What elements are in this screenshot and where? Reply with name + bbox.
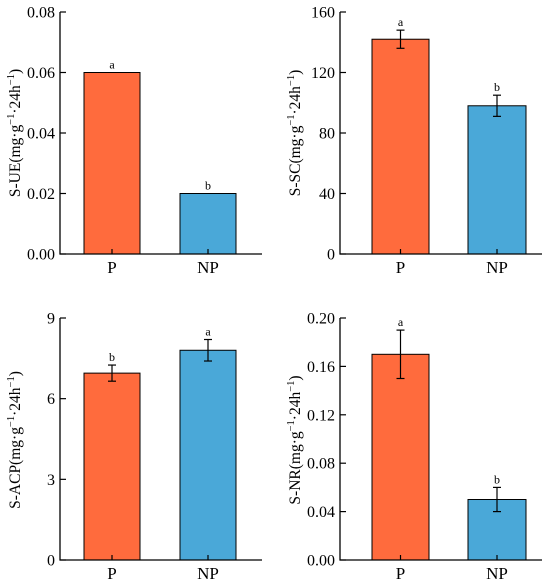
y-tick-label: 0 [47, 553, 55, 570]
x-tick-label: P [107, 564, 116, 583]
error-bar-np [204, 338, 212, 362]
y-tick-label: 0.16 [307, 359, 335, 376]
y-tick-label: 0.20 [307, 311, 335, 328]
x-tick-label: P [396, 564, 405, 583]
error-bar-p [396, 29, 405, 49]
x-tick-label: NP [486, 564, 508, 583]
significance-letter: a [398, 15, 404, 29]
x-tick-label: NP [197, 258, 219, 277]
y-tick-label: 0 [327, 247, 335, 264]
y-tick-label: 0.08 [307, 456, 335, 473]
error-bar-np [493, 94, 501, 117]
error-bar-p [108, 364, 116, 382]
y-tick-label: 0.02 [27, 186, 55, 203]
bar-p [371, 353, 430, 561]
x-tick-label: NP [197, 564, 219, 583]
y-tick-label: 160 [311, 5, 335, 22]
chart-panel-3: b a 0 3 6 9 P NP S-ACP(mg·g−1·24h−1) [6, 311, 262, 583]
y-tick-label: 0.08 [27, 5, 55, 22]
significance-letter: a [398, 315, 404, 329]
y-tick-label: 0.12 [307, 407, 335, 424]
y-axis-label: S-SC(mg·g−1·24h−1) [286, 70, 304, 197]
x-tick-label: NP [486, 258, 508, 277]
y-tick-label: 0.04 [27, 126, 55, 143]
y-tick-label: 0.00 [307, 553, 335, 570]
y-axis-label: S-UE(mg·g−1·24h−1) [6, 69, 24, 197]
chart-panel-1: a b 0.00 0.02 0.04 0.06 0.08 P NP S-UE(mg·g−1·24h… [6, 5, 262, 277]
bar-np [467, 105, 527, 255]
bar-np [179, 349, 237, 561]
bar-np [179, 193, 237, 255]
y-tick-label: 80 [319, 126, 335, 143]
significance-letter: a [205, 325, 211, 339]
significance-letter: b [494, 472, 500, 486]
x-tick-label: P [396, 258, 405, 277]
significance-letter: b [205, 179, 211, 193]
y-tick-label: 0.00 [27, 247, 55, 264]
y-axis-label: S-NR(mg·g−1·24h−1) [286, 375, 304, 504]
significance-letter: a [109, 58, 115, 72]
y-tick-label: 0.04 [307, 504, 335, 521]
x-tick-label: P [107, 258, 116, 277]
chart-panel-2: a b 0 40 80 120 160 P NP S-SC(mg·g−1·24h−1) [286, 5, 542, 277]
y-tick-label: 9 [47, 311, 55, 328]
error-bar-p [396, 329, 405, 380]
significance-letter: b [494, 80, 500, 94]
y-tick-label: 120 [311, 65, 335, 82]
y-tick-label: 0.06 [27, 65, 55, 82]
error-bar-np [493, 486, 501, 513]
y-axis-label: S-ACP(mg·g−1·24h−1) [6, 371, 24, 509]
bar-p [83, 72, 141, 255]
significance-letter: b [109, 350, 115, 364]
chart-panel-4: a b 0.00 0.04 0.08 0.12 0.16 0.20 P NP S-NR(mg·g−1… [286, 311, 542, 583]
y-tick-label: 40 [319, 186, 335, 203]
y-tick-label: 3 [47, 472, 55, 489]
y-tick-label: 6 [47, 391, 55, 408]
bar-p [83, 372, 141, 561]
bar-p [371, 38, 430, 255]
